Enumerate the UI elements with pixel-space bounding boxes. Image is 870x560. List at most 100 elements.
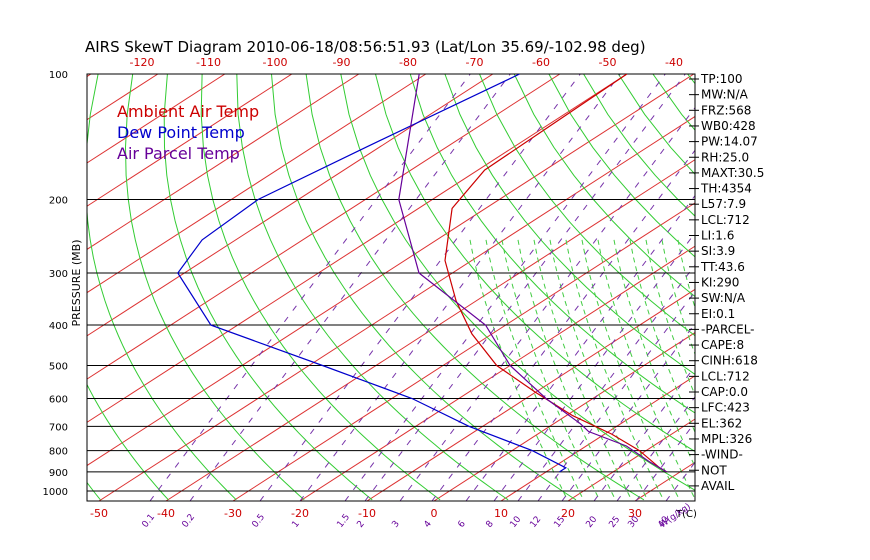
bottom-temp-tick-label: 30: [628, 507, 642, 520]
bottom-temp-tick-label: 20: [561, 507, 575, 520]
index-label: RH:25.0: [701, 150, 749, 164]
index-label: L57:7.9: [701, 197, 746, 211]
index-label: LFC:423: [701, 401, 750, 415]
index-label: TP:100: [700, 72, 743, 86]
dry-adiabat-line: [124, 74, 305, 501]
top-temp-tick-label: -100: [263, 56, 288, 69]
top-temp-tick-label: -60: [532, 56, 550, 69]
mixing-ratio-line: [517, 264, 695, 501]
index-label: CAP:0.0: [701, 385, 748, 399]
series-line-0: [444, 74, 668, 473]
bottom-temp-tick-label: 0: [431, 507, 438, 520]
legend-entry: Ambient Air Temp: [117, 102, 259, 121]
mixing-ratio-tick-label: 8: [484, 519, 496, 530]
mixing-ratio-line: [431, 149, 695, 501]
index-label: EI:0.1: [701, 307, 735, 321]
mixing-ratio-line: [561, 322, 695, 501]
pressure-tick-label: 200: [49, 196, 68, 207]
isotherm-line: [87, 74, 293, 207]
mixing-ratio-line: [299, 74, 621, 501]
moist-adiabat-line: [533, 239, 632, 501]
mixing-ratio-line: [493, 232, 695, 501]
bottom-temp-tick-label: -50: [90, 507, 108, 520]
index-label: -WIND-: [701, 448, 743, 462]
pressure-tick-label: 700: [49, 422, 68, 433]
moist-adiabat-line: [613, 239, 695, 468]
isotherm-line: [87, 74, 494, 337]
index-label: TT:43.6: [700, 260, 745, 274]
pressure-tick-label: 600: [49, 394, 68, 405]
pressure-tick-label: 800: [49, 447, 68, 458]
bottom-temp-tick-label: -40: [157, 507, 175, 520]
index-label: CAPE:8: [701, 338, 744, 352]
bottom-temp-tick-label: 10: [494, 507, 508, 520]
moist-adiabat-line: [501, 239, 600, 501]
mixing-ratio-line: [344, 74, 666, 501]
isotherm-line: [87, 74, 427, 294]
mixing-ratio-tick-label: 2: [355, 519, 366, 530]
moist-adiabat-line: [565, 239, 664, 501]
moist-adiabat-line: [581, 239, 680, 501]
mixing-ratio-line: [259, 74, 581, 501]
index-label: WB0:428: [701, 119, 756, 133]
series-line-2: [398, 74, 668, 473]
top-temp-tick-label: -120: [130, 56, 155, 69]
index-label: LCL:712: [701, 213, 750, 227]
isotherm-line: [87, 74, 360, 250]
isotherm-line: [98, 115, 695, 501]
dry-adiabat-line: [163, 74, 373, 501]
dry-adiabat-line: [87, 74, 237, 501]
index-label: MAXT:30.5: [701, 166, 764, 180]
mixing-ratio-line: [635, 421, 695, 501]
pressure-tick-label: 500: [49, 361, 68, 372]
index-label: KI:290: [701, 275, 739, 289]
isotherm-line: [87, 74, 628, 423]
dry-adiabat-line: [236, 74, 509, 501]
dry-adiabat-line: [305, 74, 645, 501]
isotherm-line: [500, 375, 695, 501]
dry-adiabat-line: [409, 74, 695, 414]
index-label: FRZ:568: [701, 103, 751, 117]
mixing-ratio-tick-label: 6: [456, 519, 468, 530]
index-label: CINH:618: [701, 354, 758, 368]
isotherm-line: [87, 74, 695, 467]
bottom-temp-tick-label: -30: [224, 507, 242, 520]
index-label: -PARCEL-: [701, 322, 755, 336]
bottom-temp-tick-label: -10: [358, 507, 376, 520]
dry-adiabat-line: [444, 74, 695, 375]
index-label: PW:14.07: [701, 135, 758, 149]
index-label: AVAIL: [701, 479, 735, 493]
mixing-ratio-line: [364, 74, 686, 501]
legend-entry: Dew Point Temp: [117, 123, 245, 142]
top-temp-tick-label: -40: [665, 56, 683, 69]
mixing-ratio-line: [537, 290, 695, 501]
dry-adiabat-line: [87, 383, 169, 501]
index-label: LI:1.6: [701, 229, 734, 243]
index-label: TH:4354: [700, 182, 752, 196]
isobars: [86, 73, 696, 502]
isotherm-line: [299, 245, 695, 501]
dry-adiabat-line: [340, 74, 695, 491]
moist-adiabat-line: [629, 239, 695, 434]
index-label: MW:N/A: [701, 88, 749, 102]
plot-frame: [86, 73, 696, 502]
isotherm-line: [433, 332, 695, 501]
mixing-ratio-line: [593, 365, 695, 501]
y-axis-label: PRESSURE (MB): [70, 240, 83, 327]
dry-adiabat-line: [271, 74, 577, 501]
background-lines: [87, 74, 695, 501]
legend: Ambient Air Temp Dew Point Temp Air Parcel…: [117, 102, 259, 163]
index-label: NOT: [701, 463, 727, 477]
dry-adiabat-line: [479, 74, 695, 337]
dry-adiabat-line: [375, 74, 695, 453]
mixing-ratio-tick-label: 3: [390, 519, 401, 530]
top-temp-tick-label: -80: [399, 56, 417, 69]
pressure-tick-label: 400: [49, 321, 68, 332]
moist-adiabat-line: [549, 239, 648, 501]
pressure-tick-label: 300: [49, 269, 68, 280]
mixing-ratio-tick-label: 4: [422, 519, 434, 530]
x-axis-label: T(C): [675, 509, 697, 520]
index-label: SI:3.9: [701, 244, 735, 258]
